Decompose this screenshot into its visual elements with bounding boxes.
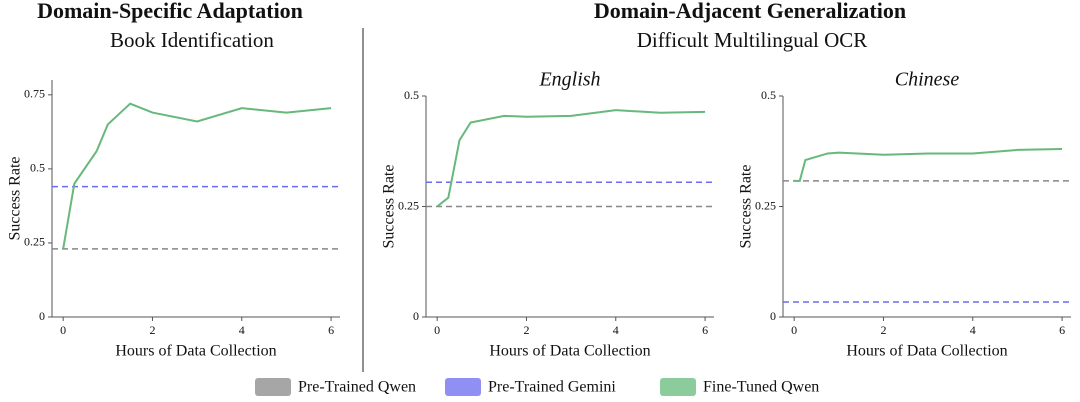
x-tick-label: 2 [149, 323, 155, 337]
legend-swatch [445, 378, 481, 396]
x-tick-label: 4 [613, 323, 619, 337]
y-tick-label: 0.5 [30, 161, 45, 175]
legend-swatch [660, 378, 696, 396]
x-tick-label: 6 [1059, 323, 1065, 337]
y-tick-label: 0 [413, 309, 419, 323]
section-title: Domain-Specific Adaptation [37, 0, 303, 23]
chart-title: Chinese [895, 69, 960, 91]
x-axis-label: Hours of Data Collection [489, 343, 650, 360]
section-title: Domain-Adjacent Generalization [594, 0, 906, 23]
legend-swatch [255, 378, 291, 396]
legend-label: Fine-Tuned Qwen [703, 379, 819, 396]
series-line [436, 109, 706, 208]
x-axis-label: Hours of Data Collection [846, 343, 1007, 360]
x-tick-label: 2 [880, 323, 886, 337]
legend-label: Pre-Trained Gemini [488, 379, 616, 396]
y-axis-label: Success Rate [738, 165, 755, 249]
x-tick-label: 6 [328, 323, 334, 337]
y-tick-label: 0.5 [761, 88, 776, 102]
y-tick-label: 0 [770, 309, 776, 323]
y-tick-label: 0 [39, 309, 45, 323]
y-tick-label: 0.25 [398, 198, 419, 212]
series-line [794, 148, 1063, 182]
x-tick-label: 0 [60, 323, 66, 337]
x-tick-label: 6 [702, 323, 708, 337]
x-tick-label: 4 [239, 323, 245, 337]
y-tick-label: 0.25 [755, 198, 776, 212]
series-line [62, 102, 332, 250]
legend-label: Pre-Trained Qwen [298, 379, 416, 396]
y-axis-label: Success Rate [381, 165, 398, 249]
x-tick-label: 0 [791, 323, 797, 337]
x-tick-label: 4 [970, 323, 976, 337]
x-axis-label: Hours of Data Collection [115, 343, 276, 360]
chart-title: English [538, 69, 600, 91]
x-tick-label: 2 [523, 323, 529, 337]
y-tick-label: 0.75 [24, 87, 45, 101]
y-axis-label: Success Rate [7, 157, 24, 241]
y-tick-label: 0.5 [404, 88, 419, 102]
x-tick-label: 0 [434, 323, 440, 337]
y-tick-label: 0.25 [24, 235, 45, 249]
section-subtitle: Book Identification [110, 28, 274, 52]
section-subtitle: Difficult Multilingual OCR [637, 28, 868, 52]
